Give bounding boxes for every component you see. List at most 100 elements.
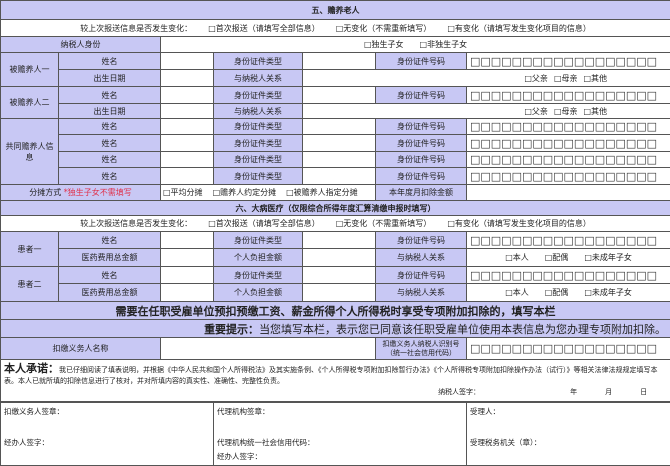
- minor-child-checkbox[interactable]: □未成年子女: [584, 253, 632, 262]
- monthly-deduction-label: 本年度月扣除金额: [376, 185, 467, 201]
- name-field[interactable]: [161, 53, 214, 70]
- withholder-seal-cell[interactable]: 扣缴义务人签章：经办人签字：: [1, 403, 214, 466]
- change-label: 较上次报送信息是否发生变化：: [80, 219, 192, 228]
- name-field[interactable]: [161, 152, 214, 168]
- pledge-text: 我已仔细阅读了填表说明，并根据《中华人民共和国个人所得税法》及其实施条例、《个人…: [4, 366, 658, 385]
- birth-label: 出生日期: [59, 104, 161, 119]
- id-no-boxes[interactable]: □□□□□□□□□□□□□□□□□□: [467, 53, 670, 70]
- monthly-deduction-field[interactable]: [467, 185, 670, 201]
- id-no-label: 身份证件号码: [376, 168, 467, 185]
- birth-field[interactable]: [161, 70, 214, 87]
- id-type-field[interactable]: [303, 232, 376, 249]
- person1-label: 被赡养人一: [1, 53, 59, 87]
- name-label: 姓名: [59, 135, 161, 152]
- id-type-label: 身份证件类型: [214, 53, 303, 70]
- id-type-field[interactable]: [303, 135, 376, 152]
- name-label: 姓名: [59, 232, 161, 249]
- id-no-boxes[interactable]: □□□□□□□□□□□□□□□□□□: [467, 267, 670, 284]
- father-checkbox[interactable]: □父亲: [524, 107, 548, 116]
- id-type-field[interactable]: [303, 267, 376, 284]
- self-pay-field[interactable]: [303, 284, 376, 302]
- med-total-label: 医药费用总金额: [59, 284, 161, 302]
- withholder-id-boxes[interactable]: □□□□□□□□□□□□□□□□□□: [467, 338, 670, 360]
- id-type-label: 身份证件类型: [214, 135, 303, 152]
- relation-label: 与纳税人关系: [376, 284, 467, 302]
- other-checkbox[interactable]: □其他: [584, 74, 608, 83]
- id-type-field[interactable]: [303, 119, 376, 135]
- designated-split-checkbox[interactable]: □被赡养人指定分摊: [286, 188, 358, 197]
- person2-label: 被赡养人二: [1, 87, 59, 119]
- id-no-label: 身份证件号码: [376, 232, 467, 249]
- deduction-form: 五、赡养老人 较上次报送信息是否发生变化： □首次报送（请填写全部信息） □无变化（…: [0, 0, 670, 402]
- agreed-split-checkbox[interactable]: □赡养人约定分摊: [213, 188, 277, 197]
- id-no-boxes[interactable]: □□□□□□□□□□□□□□□□□□: [467, 87, 670, 104]
- id-type-field[interactable]: [303, 87, 376, 104]
- name-label: 姓名: [59, 87, 161, 104]
- name-label: 姓名: [59, 119, 161, 135]
- first-report-checkbox[interactable]: □首次报送（请填写全部信息）: [208, 219, 320, 228]
- signature-section: 扣缴义务人签章：经办人签字：代理机构签章：代理机构统一社会信用代码：经办人签字：…: [0, 402, 670, 466]
- equal-split-checkbox[interactable]: □平均分摊: [163, 188, 203, 197]
- id-no-label: 身份证件号码: [376, 119, 467, 135]
- id-no-boxes[interactable]: □□□□□□□□□□□□□□□□□□: [467, 168, 670, 185]
- changed-checkbox[interactable]: □有变化（请填写发生变化项目的信息）: [447, 24, 591, 33]
- pledge: 本人承诺：我已仔细阅读了填表说明，并根据《中华人民共和国个人所得税法》及其实施条…: [1, 360, 670, 402]
- allocation-label: 分摊方式 *独生子女不需填写: [1, 185, 161, 201]
- name-field[interactable]: [161, 168, 214, 185]
- mother-checkbox[interactable]: □母亲: [554, 74, 578, 83]
- day-label: 日: [640, 388, 647, 396]
- id-type-field[interactable]: [303, 152, 376, 168]
- agency-cell[interactable]: 代理机构签章：代理机构统一社会信用代码：经办人签字：: [214, 403, 467, 466]
- spouse-checkbox[interactable]: □配偶: [545, 253, 569, 262]
- name-label: 姓名: [59, 53, 161, 70]
- self-checkbox[interactable]: □本人: [505, 288, 529, 297]
- no-change-checkbox[interactable]: □无变化（不需重新填写）: [336, 24, 432, 33]
- first-report-checkbox[interactable]: □首次报送（请填写全部信息）: [208, 24, 320, 33]
- birth-field[interactable]: [161, 104, 214, 119]
- id-type-field[interactable]: [303, 53, 376, 70]
- minor-child-checkbox[interactable]: □未成年子女: [584, 288, 632, 297]
- name-label: 姓名: [59, 267, 161, 284]
- name-field[interactable]: [161, 135, 214, 152]
- id-no-boxes[interactable]: □□□□□□□□□□□□□□□□□□: [467, 135, 670, 152]
- med-total-label: 医药费用总金额: [59, 249, 161, 267]
- name-field[interactable]: [161, 232, 214, 249]
- name-field[interactable]: [161, 119, 214, 135]
- mother-checkbox[interactable]: □母亲: [554, 107, 578, 116]
- id-type-label: 身份证件类型: [214, 232, 303, 249]
- id-no-boxes[interactable]: □□□□□□□□□□□□□□□□□□: [467, 152, 670, 168]
- section5-title: 五、赡养老人: [1, 1, 670, 20]
- self-pay-field[interactable]: [303, 249, 376, 267]
- id-type-field[interactable]: [303, 168, 376, 185]
- other-checkbox[interactable]: □其他: [584, 107, 608, 116]
- agency-handler-label: 经办人签字：: [217, 451, 463, 462]
- self-pay-label: 个人负担金额: [214, 284, 303, 302]
- name-label: 姓名: [59, 152, 161, 168]
- changed-checkbox[interactable]: □有变化（请填写发生变化项目的信息）: [447, 219, 591, 228]
- withholder-name-field[interactable]: [161, 338, 376, 360]
- year-label: 年: [570, 388, 577, 396]
- id-no-boxes[interactable]: □□□□□□□□□□□□□□□□□□: [467, 232, 670, 249]
- receiver-label: 受理人：: [470, 406, 667, 417]
- not-only-child-checkbox[interactable]: □非独生子女: [420, 40, 468, 49]
- father-checkbox[interactable]: □父亲: [524, 74, 548, 83]
- no-change-checkbox[interactable]: □无变化（不需重新填写）: [336, 219, 432, 228]
- receiver-cell[interactable]: 受理人：受理税务机关（章）：: [467, 403, 670, 466]
- name-field[interactable]: [161, 87, 214, 104]
- id-type-label: 身份证件类型: [214, 267, 303, 284]
- self-checkbox[interactable]: □本人: [505, 253, 529, 262]
- section6-title: 六、大病医疗（仅限综合所得年度汇算清缴申报时填写）: [1, 201, 670, 216]
- id-type-label: 身份证件类型: [214, 119, 303, 135]
- id-no-boxes[interactable]: □□□□□□□□□□□□□□□□□□: [467, 119, 670, 135]
- change-label: 较上次报送信息是否发生变化：: [80, 24, 192, 33]
- id-type-label: 身份证件类型: [214, 168, 303, 185]
- name-field[interactable]: [161, 267, 214, 284]
- co-supporters-label: 共同赡养人信息: [1, 119, 59, 185]
- patient2-label: 患者二: [1, 267, 59, 302]
- only-child-checkbox[interactable]: □独生子女: [364, 40, 404, 49]
- spouse-checkbox[interactable]: □配偶: [545, 288, 569, 297]
- handler-sign-label: 经办人签字：: [4, 437, 210, 448]
- allocation-note: *独生子女不需填写: [64, 188, 132, 197]
- med-total-field[interactable]: [161, 284, 214, 302]
- med-total-field[interactable]: [161, 249, 214, 267]
